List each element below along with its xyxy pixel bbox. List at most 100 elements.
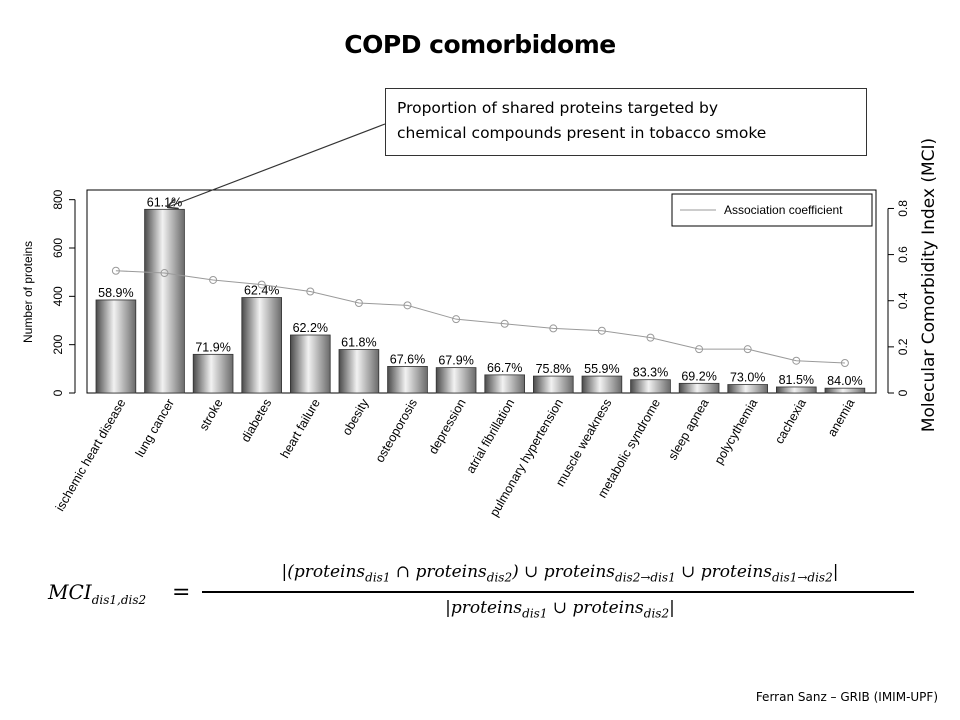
bar-series [95, 208, 866, 394]
denominator-term: |proteins [445, 598, 523, 618]
bar [387, 366, 428, 394]
bar [678, 382, 720, 394]
callout-line-1: Proportion of shared proteins targeted b… [397, 99, 719, 117]
bar-labels: 58.9% 61.1% 71.9% 62.4% 62.2% 61.8% 67.6% 67.9%… [98, 195, 862, 388]
bar-value-label: 67.9% [438, 354, 473, 368]
credit-text: Ferran Sanz – GRIB (IMIM-UPF) [755, 690, 938, 704]
numerator-subscript: dis2→dis1 [615, 570, 676, 585]
association-point [549, 324, 558, 333]
bar-value-label: 62.2% [293, 321, 328, 335]
numerator-subscript: dis1→dis2 [772, 570, 833, 585]
y-tick-label: 600 [51, 238, 65, 258]
x-tick-label: stroke [197, 396, 226, 433]
x-tick-label: atrial fibrillation [463, 396, 517, 475]
formula-lhs-symbol: MCI [48, 580, 92, 604]
y-tick-label: 800 [51, 189, 65, 209]
y2-tick-label: 0.8 [896, 200, 910, 217]
y2-tick-label: 0.2 [896, 338, 910, 355]
numerator-term: ) ∪ proteins [512, 562, 616, 582]
x-tick-label: obesity [340, 396, 372, 438]
plot-frame [86, 189, 877, 394]
association-point [452, 315, 461, 324]
x-tick-label: heart failure [278, 396, 323, 460]
bar [581, 375, 623, 394]
x-tick-label: depression [426, 396, 469, 456]
formula-fraction-bar [202, 591, 914, 593]
association-point [743, 345, 752, 354]
bar [289, 334, 331, 394]
association-line [115, 270, 845, 364]
y-tick-label: 400 [51, 286, 65, 306]
numerator-subscript: dis1 [365, 570, 391, 585]
callout-box: Proportion of shared proteins targeted b… [385, 88, 867, 156]
y2-tick-label: 0.4 [896, 292, 910, 309]
bar-value-label: 67.6% [390, 352, 425, 366]
y-axis-right: 0 0.2 0.4 0.6 0.8 [887, 200, 910, 396]
line-series [111, 266, 849, 368]
bar-value-label: 84.0% [827, 374, 862, 388]
numerator-term: ∪ proteins [675, 562, 773, 582]
callout-arrow [168, 123, 386, 207]
numerator-term: | [832, 562, 839, 582]
association-point [597, 326, 606, 335]
slide-title: COPD comorbidome [344, 30, 616, 59]
x-tick-label: lung cancer [133, 397, 177, 460]
bar [824, 387, 866, 394]
y2-axis-label: Molecular Comorbidity Index (MCI) [919, 138, 939, 432]
y2-tick-label: 0.6 [896, 246, 910, 263]
y-tick-label: 200 [51, 334, 65, 354]
bar [727, 384, 768, 394]
bar-value-label: 73.0% [730, 371, 765, 385]
bar [435, 367, 477, 394]
bar-value-label: 69.2% [681, 369, 716, 383]
association-point [695, 345, 704, 354]
chart: 0 200 400 600 800 0 0.2 0.4 0.6 0.8 58.9% 61.1% 71… [21, 123, 939, 519]
mci-formula: MCIdis1,dis2 = |(proteinsdis1 ∩ proteins… [40, 556, 940, 636]
numerator-term: |(proteins [281, 562, 366, 582]
x-tick-label: anemia [825, 396, 858, 439]
bar [338, 349, 380, 394]
bar-value-label: 66.7% [487, 361, 522, 375]
association-point [646, 333, 655, 342]
association-point [403, 301, 412, 310]
bar [144, 208, 185, 394]
x-tick-label: sleep apnea [666, 396, 712, 462]
bar [776, 386, 817, 394]
denominator-term: ∪ proteins [547, 598, 644, 618]
bar-value-label: 83.3% [633, 366, 668, 380]
association-point [160, 269, 169, 278]
bar-value-label: 55.9% [584, 362, 619, 376]
x-tick-label: osteoporosis [373, 397, 421, 465]
formula-numerator: |(proteinsdis1 ∩ proteinsdis2) ∪ protein… [200, 562, 920, 584]
bar-value-label: 62.4% [244, 284, 279, 298]
legend-label: Association coefficient [724, 203, 843, 217]
bar [192, 353, 234, 394]
callout-line-2: chemical compounds present in tobacco sm… [397, 124, 767, 142]
denominator-subscript: dis2 [643, 606, 670, 621]
numerator-term: ∩ proteins [390, 562, 487, 582]
denominator-term: | [669, 598, 675, 618]
formula-denominator: |proteinsdis1 ∪ proteinsdis2| [200, 598, 920, 620]
association-point [209, 275, 218, 284]
formula-equals: = [172, 580, 191, 605]
bar [630, 379, 671, 394]
y-tick-label: 0 [51, 389, 65, 396]
bar [484, 374, 525, 394]
x-tick-label: cachexia [772, 396, 809, 446]
association-point [840, 359, 849, 368]
y-axis-left: 0 200 400 600 800 [51, 189, 76, 396]
bar-value-label: 75.8% [536, 362, 571, 376]
legend: Association coefficient [671, 193, 873, 227]
denominator-subscript: dis1 [522, 606, 548, 621]
association-point [354, 299, 363, 308]
bar-value-label: 61.8% [341, 336, 376, 350]
bar [241, 297, 283, 394]
x-tick-label: polycythemia [712, 396, 761, 466]
bar [95, 299, 137, 394]
formula-lhs: MCIdis1,dis2 [48, 580, 146, 607]
association-point [306, 287, 315, 296]
y-axis-label: Number of proteins [21, 241, 35, 343]
numerator-subscript: dis2 [486, 570, 513, 585]
y2-tick-label: 0 [896, 389, 910, 396]
bar-value-label: 81.5% [779, 373, 814, 387]
